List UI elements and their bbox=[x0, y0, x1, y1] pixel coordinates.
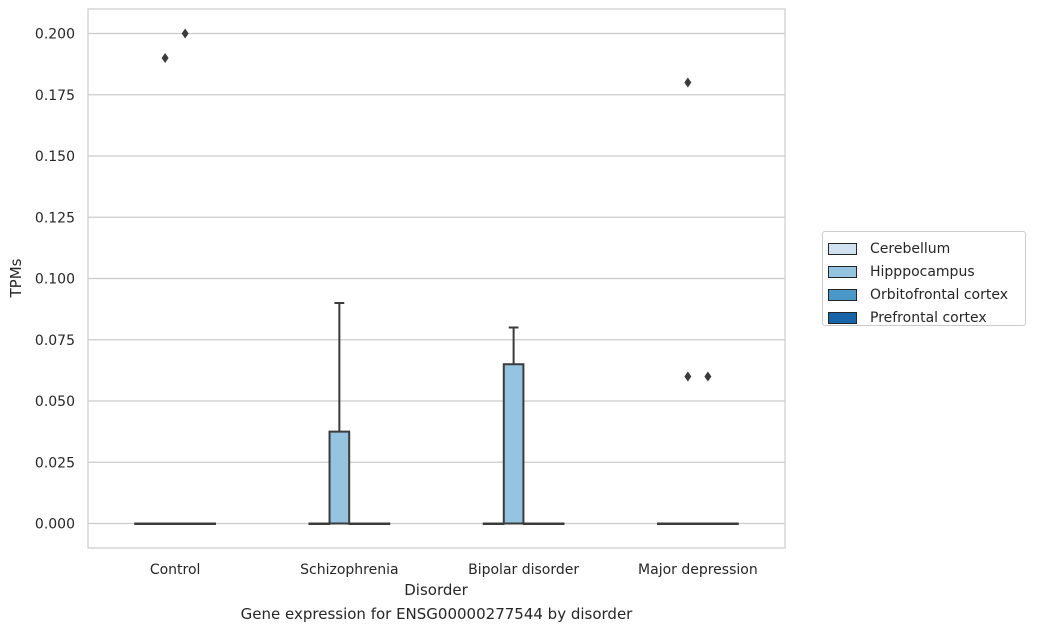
legend-swatch bbox=[828, 311, 857, 324]
box-series bbox=[134, 28, 739, 525]
box bbox=[502, 363, 525, 525]
y-tick-label: 0.025 bbox=[35, 455, 75, 471]
legend-swatch bbox=[828, 265, 857, 278]
legend: Cerebellum Hipppocampus Orbitofrontal cort… bbox=[822, 231, 1026, 326]
outlier-point bbox=[704, 371, 712, 382]
legend-label: Orbitofrontal cortex bbox=[870, 286, 1008, 303]
legend-item: Orbitofrontal cortex bbox=[828, 283, 1025, 306]
x-axis-title: Disorder bbox=[404, 581, 468, 599]
legend-item: Cerebellum bbox=[828, 237, 1025, 260]
y-tick-label: 0.000 bbox=[35, 517, 75, 533]
x-tick-label: Bipolar disorder bbox=[468, 562, 579, 578]
legend-swatch bbox=[828, 242, 857, 255]
series-cerebellum bbox=[134, 522, 679, 525]
y-tick-label: 0.125 bbox=[35, 210, 75, 226]
x-tick-label: Control bbox=[150, 562, 201, 578]
outlier-point bbox=[181, 28, 189, 39]
series-hipppocampus bbox=[154, 53, 699, 525]
plot-frame bbox=[87, 8, 786, 549]
legend-item: Prefrontal cortex bbox=[828, 306, 1025, 329]
y-tick-label: 0.150 bbox=[35, 149, 75, 165]
x-tick-label: Major depression bbox=[638, 562, 758, 578]
y-tick-label: 0.175 bbox=[35, 88, 75, 104]
grid-lines bbox=[88, 32, 785, 525]
legend-label: Prefrontal cortex bbox=[870, 309, 987, 326]
x-axis-ticks: Control Schizophrenia Bipolar disorder Majo… bbox=[150, 562, 758, 578]
outlier-point bbox=[161, 53, 169, 63]
figure-caption: Gene expression for ENSG00000277544 by d… bbox=[240, 605, 633, 623]
series-orbitofrontal-cortex bbox=[174, 28, 719, 525]
y-axis-title: TPMs bbox=[7, 258, 25, 298]
series-prefrontal-cortex bbox=[194, 522, 739, 525]
y-tick-label: 0.050 bbox=[35, 394, 75, 410]
box bbox=[328, 430, 351, 525]
y-axis-ticks: 0.000 0.025 0.050 0.075 0.100 0.125 0.150 0.175… bbox=[35, 27, 75, 533]
legend-item: Hipppocampus bbox=[828, 260, 1025, 283]
outlier-point bbox=[684, 371, 692, 382]
y-tick-label: 0.100 bbox=[35, 272, 75, 288]
legend-swatch bbox=[828, 288, 857, 301]
outlier-point bbox=[684, 77, 692, 88]
legend-label: Hipppocampus bbox=[870, 263, 975, 280]
y-tick-label: 0.200 bbox=[35, 27, 75, 43]
x-tick-label: Schizophrenia bbox=[300, 562, 398, 578]
legend-label: Cerebellum bbox=[870, 240, 951, 257]
y-tick-label: 0.075 bbox=[35, 333, 75, 349]
